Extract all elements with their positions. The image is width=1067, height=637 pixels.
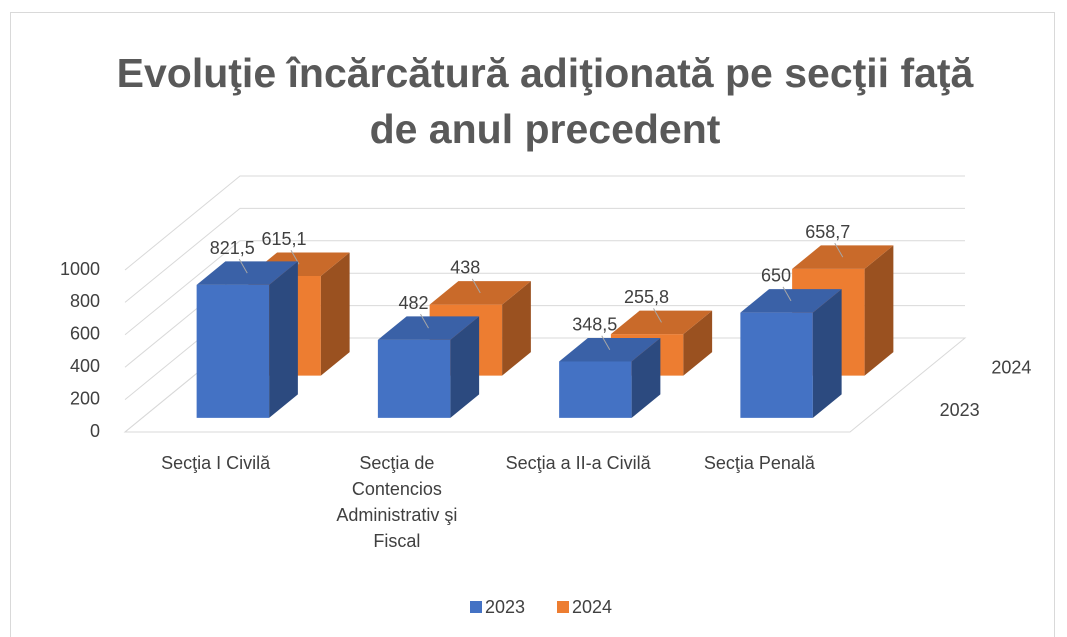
bar-side <box>683 310 713 376</box>
y-tick-label: 800 <box>70 291 100 311</box>
legend-swatch <box>470 601 482 613</box>
legend-label: 2023 <box>485 597 525 617</box>
leader-line <box>238 258 248 274</box>
leader-line <box>601 335 611 350</box>
x-tick-label: Secţia a II-a Civilă <box>505 453 651 473</box>
legend-swatch <box>557 601 569 613</box>
chart-title: Evoluţie încărcătură adiţionată pe secţi… <box>116 50 974 152</box>
y-tick-label: 400 <box>70 356 100 376</box>
bar-front <box>196 284 270 418</box>
x-tick-label: Secţia I Civilă <box>161 453 271 473</box>
leader-line <box>782 286 792 302</box>
bar-side <box>631 337 661 418</box>
y-tick-label: 200 <box>70 388 100 408</box>
value-label: 348,5 <box>572 314 617 334</box>
y-tick-label: 600 <box>70 324 100 344</box>
leader-line <box>420 313 429 329</box>
bar-side <box>450 316 480 418</box>
grid-line <box>124 240 965 336</box>
bar-side <box>864 245 894 376</box>
x-tick-label: Secţia Penală <box>703 453 815 473</box>
value-label: 658,7 <box>805 222 850 242</box>
bar-side <box>812 289 842 418</box>
bar-side <box>269 261 298 418</box>
bar-front <box>559 361 632 418</box>
legend-label: 2024 <box>572 597 612 617</box>
depth-axis-label: 2023 <box>940 400 980 420</box>
grid-line <box>124 207 965 303</box>
value-label: 438 <box>450 258 480 278</box>
value-label: 482 <box>398 293 428 313</box>
leader-line <box>653 308 662 323</box>
value-label: 255,8 <box>624 287 669 307</box>
bar-side <box>502 281 531 376</box>
value-label: 821,5 <box>210 238 255 258</box>
value-label: 650 <box>761 266 791 286</box>
bar-front <box>377 339 451 418</box>
bar-front <box>740 312 813 418</box>
depth-axis-label: 2024 <box>991 358 1031 378</box>
grid-line <box>124 175 965 271</box>
y-tick-label: 1000 <box>60 259 100 279</box>
bar-side <box>320 252 350 376</box>
y-tick-label: 0 <box>90 421 100 441</box>
leader-line <box>834 242 844 258</box>
leader-line <box>471 278 481 294</box>
chart-frame <box>10 12 1055 637</box>
x-tick-label: Secţia de Contencios Administrativ şi Fi… <box>336 453 458 551</box>
value-label: 615,1 <box>261 229 306 249</box>
